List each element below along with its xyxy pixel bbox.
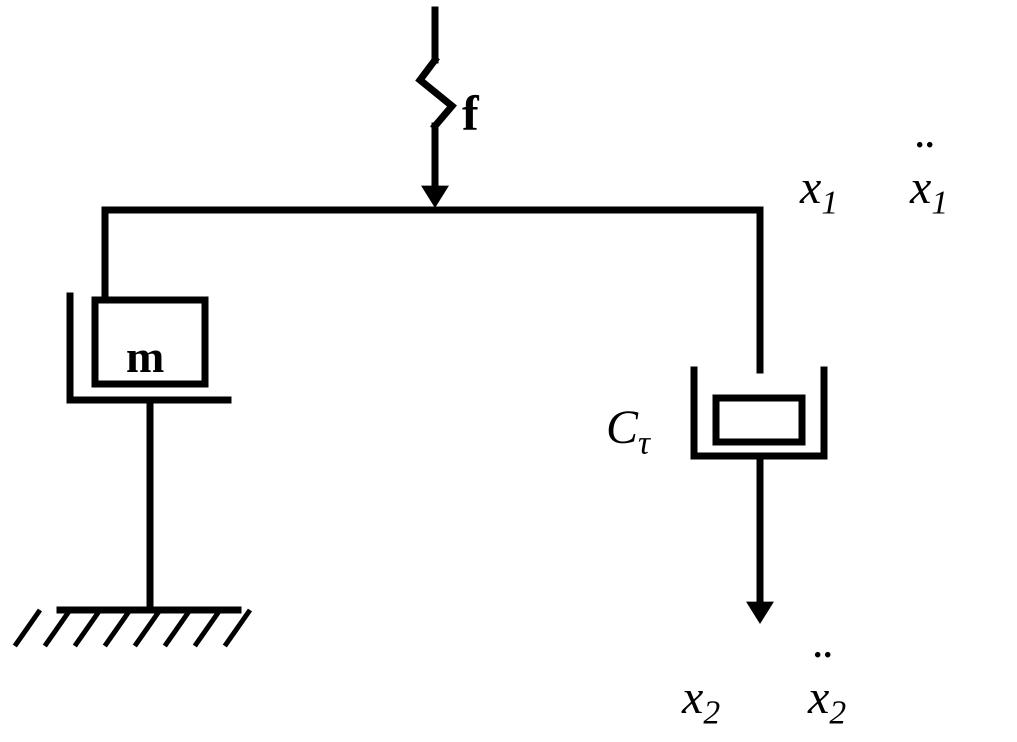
label-x2: x2 [682, 670, 720, 725]
label-damper-coefficient: Cτ [606, 400, 650, 455]
label-x1: x1 [800, 160, 838, 215]
label-force: f [462, 84, 479, 142]
label-mass: m [126, 330, 164, 383]
label-x2-ddot: x2 [808, 670, 846, 725]
label-x1-ddot: x1 [910, 160, 948, 215]
diagram-wrapper: f m Cτ x1 x1 x2 x2 [0, 0, 1017, 742]
